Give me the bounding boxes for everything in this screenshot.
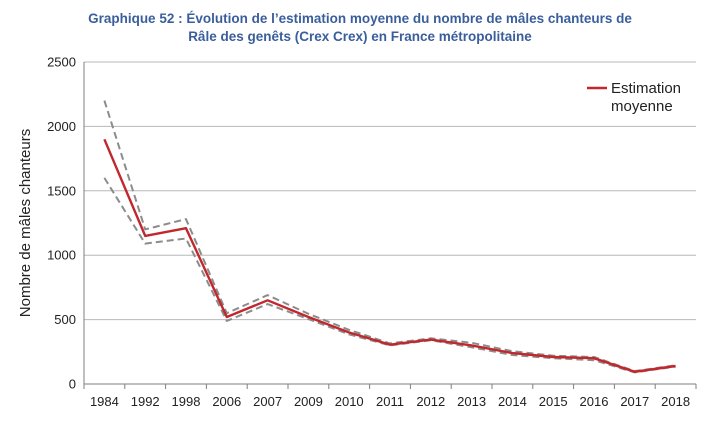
series-lines <box>103 100 676 374</box>
y-tick-2500: 2500 <box>47 55 76 70</box>
series-lower-bound <box>103 177 676 374</box>
y-axis-label: Nombre de mâles chanteurs <box>17 129 34 317</box>
x-tick-2012: 2012 <box>416 394 445 409</box>
y-tick-500: 500 <box>54 312 76 327</box>
x-tick-2010: 2010 <box>335 394 364 409</box>
y-tick-1000: 1000 <box>47 248 76 263</box>
x-tick-1998: 1998 <box>172 394 201 409</box>
x-tick-2014: 2014 <box>498 394 527 409</box>
chart-title-line-2: Râle des genêts (Crex Crex) en France mé… <box>188 29 532 44</box>
series-mean-estimate <box>103 138 676 373</box>
x-tick-1992: 1992 <box>131 394 160 409</box>
axes <box>83 62 697 389</box>
x-tick-2017: 2017 <box>620 394 649 409</box>
x-tick-labels: 1984 1992 1998 2006 2007 2009 2010 2011 2012 2013… <box>90 394 690 409</box>
legend-label-line-1: Estimation <box>611 80 681 97</box>
y-tick-1500: 1500 <box>47 183 76 198</box>
x-tick-2015: 2015 <box>539 394 568 409</box>
x-tick-2007: 2007 <box>253 394 282 409</box>
series-upper-bound <box>103 100 676 373</box>
y-tick-labels: 0 500 1000 1500 2000 2500 <box>47 55 76 392</box>
y-tick-0: 0 <box>69 377 76 392</box>
chart-title-line-1: Graphique 52 : Évolution de l’estimation… <box>88 11 632 26</box>
x-tick-2006: 2006 <box>212 394 241 409</box>
legend-label-line-2: moyenne <box>611 98 673 115</box>
x-tick-2018: 2018 <box>661 394 690 409</box>
x-tick-2013: 2013 <box>457 394 486 409</box>
x-tick-2009: 2009 <box>294 394 323 409</box>
x-tick-2016: 2016 <box>580 394 609 409</box>
y-tick-2000: 2000 <box>47 119 76 134</box>
x-tick-1984: 1984 <box>90 394 119 409</box>
legend: Estimation moyenne <box>587 80 681 115</box>
gridlines <box>84 61 696 321</box>
x-tick-2011: 2011 <box>376 394 404 409</box>
